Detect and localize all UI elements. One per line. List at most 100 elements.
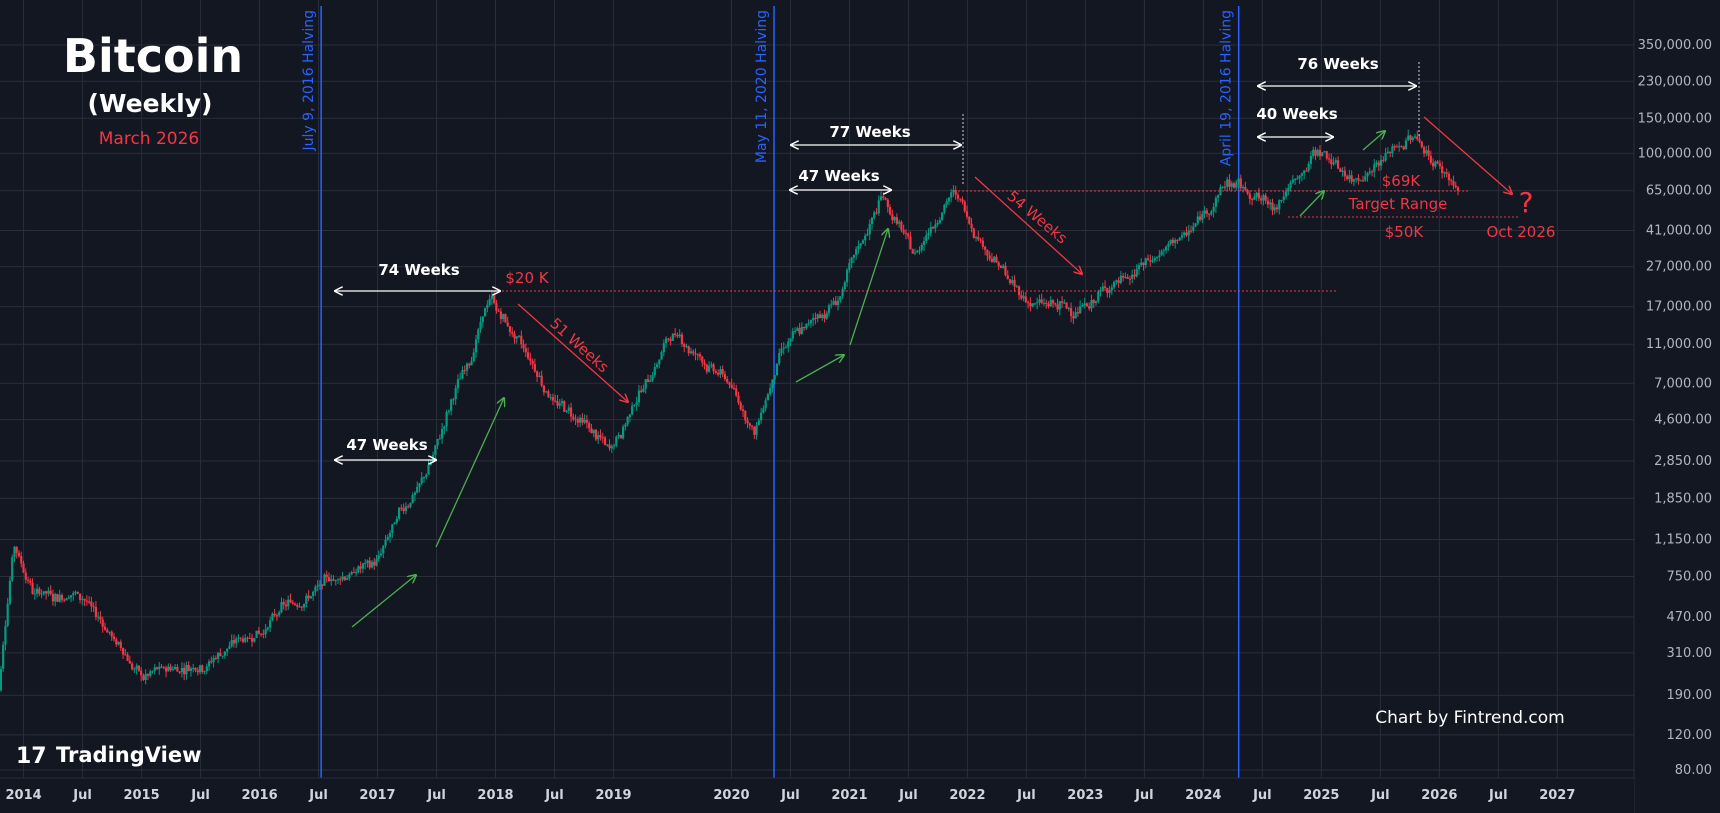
candle-body	[1069, 308, 1073, 317]
candle-body	[481, 316, 484, 323]
candle-body	[151, 671, 154, 673]
y-axis[interactable]: 350,000.00 230,000.00 150,000.00 100,000.00…	[1638, 38, 1712, 778]
candle-body	[1402, 146, 1405, 150]
candle-body	[38, 588, 41, 594]
candle-body	[416, 486, 419, 493]
candle-body	[531, 360, 534, 365]
candle-body	[0, 668, 2, 691]
candle-body	[683, 343, 686, 347]
candle-body	[633, 405, 636, 407]
candle-body	[594, 429, 598, 440]
candle-body	[1122, 275, 1125, 278]
x-tick-label: Jul	[308, 788, 328, 803]
candle-body	[710, 364, 713, 366]
label-76-weeks: 76 Weeks	[1297, 55, 1378, 73]
candle-body	[226, 648, 229, 652]
candle-body	[565, 410, 568, 412]
candle-body	[357, 566, 360, 573]
candle-body	[377, 555, 380, 560]
candle-body	[1024, 296, 1027, 303]
candle-body	[968, 216, 971, 224]
candle-body	[936, 222, 939, 225]
candle-body	[1434, 161, 1437, 167]
x-tick-label: 2017	[359, 788, 395, 803]
candle-body	[649, 380, 652, 382]
candle-body	[707, 365, 711, 372]
candle-body	[1348, 175, 1351, 180]
candle-body	[1296, 178, 1299, 180]
candle-body	[805, 323, 808, 329]
candle-body	[2, 644, 5, 669]
candle-body	[1452, 180, 1455, 186]
candle-body	[76, 591, 79, 594]
candle-body	[995, 256, 998, 263]
candle-body	[583, 419, 586, 423]
candle-body	[24, 572, 27, 580]
candle-body	[884, 197, 887, 200]
y-tick-label: 750.00	[1667, 569, 1713, 584]
x-tick-label: 2024	[1185, 788, 1221, 803]
candle-body	[1266, 200, 1270, 205]
candle-body	[651, 375, 654, 381]
candle-body	[1438, 163, 1442, 167]
candle-body	[1167, 243, 1170, 247]
candle-body	[336, 579, 340, 581]
candle-body	[164, 667, 168, 672]
candle-body	[653, 367, 656, 376]
candle-body	[959, 198, 962, 200]
tradingview-logo[interactable]: 17 TradingView	[16, 743, 201, 769]
candle-body	[1128, 278, 1132, 280]
candle-body	[1060, 301, 1064, 303]
candle-body	[1287, 188, 1290, 192]
rise-arrow	[351, 575, 416, 628]
candle-body	[307, 595, 310, 599]
candle-body	[454, 388, 457, 400]
candle-body	[1153, 258, 1156, 261]
candle-body	[836, 300, 840, 306]
candle-body	[671, 333, 674, 341]
candle-body	[479, 322, 482, 330]
candle-body	[364, 562, 367, 564]
candle-body	[1355, 178, 1358, 180]
candle-body	[411, 495, 414, 503]
candle-body	[493, 295, 496, 304]
candle-body	[529, 358, 532, 361]
x-tick-label: Jul	[72, 788, 92, 803]
candle-body	[117, 641, 120, 645]
candle-body	[524, 348, 527, 353]
tradingview-logo-icon: 17	[16, 744, 47, 769]
candle-body	[608, 444, 611, 449]
candle-body	[945, 201, 948, 205]
candle-body	[180, 667, 183, 673]
candle-body	[728, 382, 731, 385]
candle-body	[830, 304, 833, 306]
y-tick-label: 310.00	[1667, 646, 1713, 661]
candle-body	[640, 390, 643, 392]
candle-body	[216, 652, 220, 659]
candle-body	[1330, 159, 1333, 165]
candle-body	[1341, 170, 1344, 172]
y-tick-label: 190.00	[1667, 688, 1713, 703]
candle-body	[445, 412, 448, 427]
candle-body	[920, 244, 923, 251]
candle-body	[664, 338, 668, 344]
candle-body	[1013, 280, 1016, 287]
candle-body	[900, 221, 903, 230]
candle-body	[610, 446, 613, 449]
candle-body	[787, 341, 790, 348]
x-axis[interactable]: 2014 Jul 2015 Jul 2016 Jul 2017 Jul 2018 Jul 2019 2…	[6, 788, 1576, 803]
candle-body	[388, 532, 392, 537]
candle-body	[782, 347, 785, 349]
candle-body	[674, 333, 677, 335]
candle-body	[196, 670, 199, 673]
candle-body	[78, 593, 82, 600]
candle-body	[153, 667, 156, 672]
candle-body	[818, 314, 822, 319]
candle-body	[732, 387, 736, 389]
candle-body	[1404, 140, 1408, 150]
candle-body	[40, 593, 43, 595]
candle-body	[1054, 303, 1057, 305]
candle-body	[886, 199, 889, 208]
candle-body	[961, 199, 964, 202]
